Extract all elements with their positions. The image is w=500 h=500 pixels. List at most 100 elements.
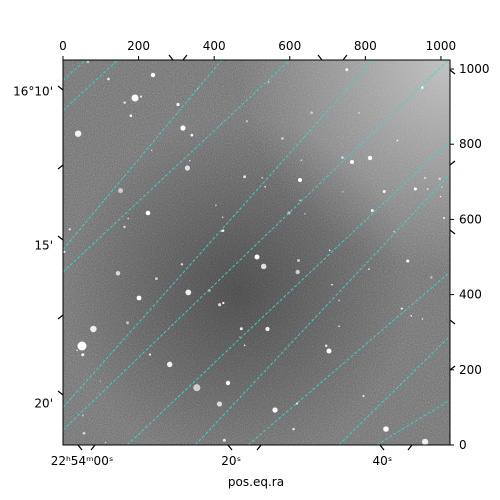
bright-star bbox=[180, 125, 186, 131]
right-tick-label: 0 bbox=[459, 438, 467, 452]
star bbox=[370, 209, 374, 213]
right-tick-label: 600 bbox=[459, 212, 482, 226]
star bbox=[438, 177, 442, 181]
dec-tick-label: 15' bbox=[34, 239, 53, 253]
star bbox=[166, 361, 173, 368]
star bbox=[63, 250, 66, 253]
world-tick bbox=[449, 69, 456, 75]
star bbox=[331, 283, 333, 286]
star bbox=[99, 380, 102, 382]
grid-line bbox=[194, 173, 450, 445]
star bbox=[281, 137, 284, 140]
star bbox=[368, 268, 370, 271]
star bbox=[426, 187, 429, 191]
top-pixel-axis: 0 200 400 600 800 1000 bbox=[59, 39, 456, 60]
star bbox=[260, 263, 267, 270]
plot-area bbox=[62, 59, 451, 446]
world-tick bbox=[449, 229, 456, 235]
grid-line bbox=[63, 60, 87, 81]
star bbox=[129, 114, 133, 117]
bright-star bbox=[367, 155, 373, 161]
star bbox=[196, 88, 199, 90]
star bbox=[382, 189, 386, 194]
star bbox=[413, 187, 417, 191]
bright-star bbox=[350, 160, 354, 164]
world-tick bbox=[449, 365, 456, 371]
world-tick bbox=[77, 444, 83, 451]
star bbox=[239, 327, 243, 331]
world-tick bbox=[407, 444, 413, 451]
star bbox=[245, 120, 248, 123]
plot-frame bbox=[62, 59, 451, 446]
bright-star bbox=[145, 210, 151, 216]
ra-tick-label: 40ˢ bbox=[372, 454, 392, 468]
star bbox=[190, 133, 194, 137]
star bbox=[218, 303, 222, 307]
star bbox=[118, 188, 124, 194]
star bbox=[184, 165, 190, 171]
bright-star bbox=[77, 341, 87, 351]
star bbox=[264, 185, 267, 188]
star bbox=[123, 225, 126, 229]
star-field bbox=[63, 60, 446, 445]
star bbox=[430, 276, 433, 279]
star bbox=[441, 186, 443, 188]
world-tick bbox=[317, 54, 323, 61]
star bbox=[82, 431, 86, 435]
star bbox=[358, 112, 360, 114]
world-tick bbox=[57, 85, 64, 91]
x-axis-label: pos.eq.ra bbox=[228, 475, 284, 489]
grid-line bbox=[126, 140, 450, 445]
star bbox=[180, 263, 184, 266]
ra-axis-labels: 22ʰ54ᵐ00ˢ 20ˢ 40ˢ bbox=[51, 454, 393, 468]
star bbox=[76, 349, 78, 352]
star bbox=[105, 441, 107, 444]
world-tick bbox=[227, 444, 233, 451]
star bbox=[155, 277, 158, 280]
grid-line bbox=[63, 60, 223, 250]
star bbox=[410, 314, 413, 317]
star bbox=[299, 199, 302, 202]
star bbox=[115, 271, 121, 276]
star bbox=[304, 213, 306, 215]
right-tick-label: 800 bbox=[459, 137, 482, 151]
bright-star bbox=[136, 295, 142, 301]
star bbox=[292, 427, 295, 431]
star bbox=[393, 230, 395, 233]
world-tick bbox=[57, 314, 64, 320]
dec-tick-label: 20' bbox=[34, 397, 53, 411]
bright-star bbox=[326, 348, 332, 354]
star bbox=[341, 156, 344, 159]
world-tick bbox=[182, 54, 188, 61]
right-tick-label: 200 bbox=[459, 363, 482, 377]
star bbox=[442, 216, 446, 220]
star bbox=[123, 101, 127, 104]
star bbox=[86, 60, 90, 64]
grid-line bbox=[63, 60, 119, 111]
star bbox=[243, 175, 247, 179]
star bbox=[406, 259, 410, 263]
star bbox=[90, 325, 97, 333]
dec-tick-label: 16°10' bbox=[13, 85, 53, 99]
star bbox=[297, 259, 300, 262]
star bbox=[216, 401, 223, 407]
star bbox=[324, 344, 328, 348]
star bbox=[423, 176, 427, 180]
bright-star bbox=[298, 178, 302, 182]
star bbox=[215, 204, 217, 207]
world-tick bbox=[90, 444, 96, 451]
world-tick bbox=[57, 235, 64, 241]
bright-star bbox=[131, 94, 139, 102]
world-tick bbox=[342, 54, 348, 61]
ra-tick-label: 20ˢ bbox=[221, 454, 241, 468]
star bbox=[151, 149, 153, 152]
grid-line bbox=[376, 399, 450, 445]
star bbox=[125, 321, 130, 325]
star bbox=[140, 95, 142, 98]
star bbox=[310, 111, 313, 115]
grid-line bbox=[63, 60, 291, 273]
star bbox=[261, 177, 264, 179]
star bbox=[185, 289, 192, 296]
star bbox=[328, 249, 331, 252]
bright-star bbox=[225, 380, 231, 386]
